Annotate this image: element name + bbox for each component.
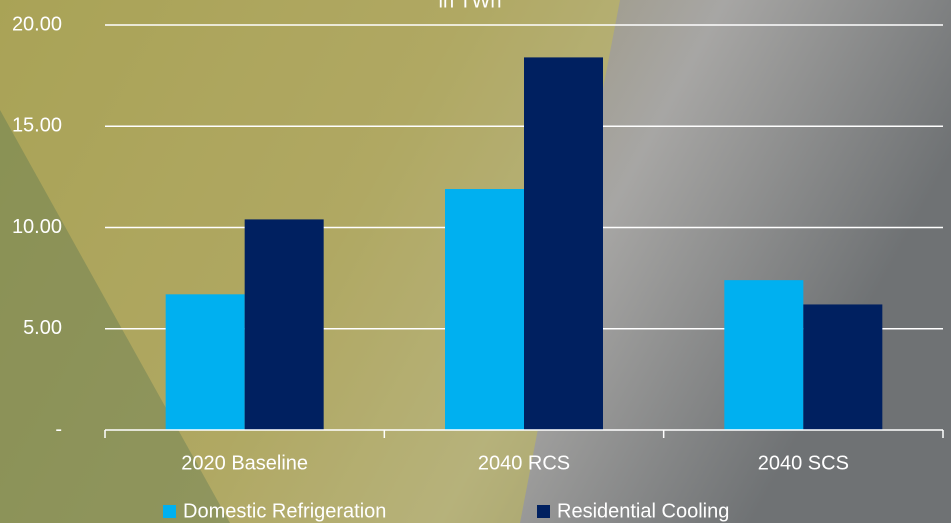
bar [524,57,603,431]
x-tick-label: 2040 RCS [478,452,570,474]
legend-label: Domestic Refrigeration [183,500,386,522]
x-tick-label: 2040 SCS [758,452,849,474]
y-tick-label: 10.00 [12,216,62,238]
bar [445,189,524,430]
y-tick-label: 15.00 [12,115,62,137]
legend-swatch [537,505,550,518]
y-tick-label: - [55,418,62,440]
legend-swatch [163,505,176,518]
x-tick-label: 2020 Baseline [181,452,308,474]
legend-label: Residential Cooling [557,500,729,522]
chart-title: in TWh [439,0,502,12]
bar [724,280,804,430]
bar [165,294,245,430]
bar [244,219,324,430]
bar [803,304,883,430]
y-tick-label: 5.00 [23,317,62,339]
y-tick-label: 20.00 [12,13,62,35]
